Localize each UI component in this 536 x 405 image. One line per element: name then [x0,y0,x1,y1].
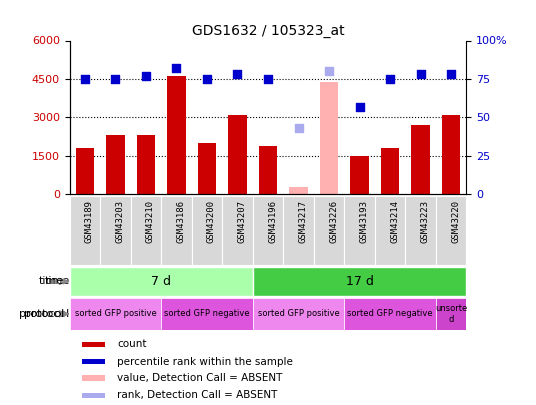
Text: rank, Detection Call = ABSENT: rank, Detection Call = ABSENT [117,390,278,401]
Text: GSM43207: GSM43207 [237,200,247,243]
Text: sorted GFP negative: sorted GFP negative [164,309,250,318]
Bar [81,375,106,381]
Text: sorted GFP positive: sorted GFP positive [258,309,339,318]
Bar [253,298,344,330]
Point [386,76,394,82]
Point [233,71,242,78]
Point [294,125,303,132]
Bar [436,298,466,330]
Point [142,72,150,79]
Bar [222,196,253,265]
Text: 17 d: 17 d [346,275,374,288]
Bar [106,135,124,194]
Text: count: count [117,339,147,350]
Bar [253,267,466,296]
Bar [344,196,375,265]
Point [355,103,364,110]
Point [264,76,272,82]
Bar [81,359,106,364]
Bar [351,156,369,194]
Bar [100,196,131,265]
Bar [192,196,222,265]
Point [80,76,89,82]
Text: GSM43200: GSM43200 [207,200,216,243]
Point [111,76,120,82]
Text: time: time [39,277,64,286]
Point [325,68,333,75]
Bar [320,81,338,194]
Bar [161,196,192,265]
Text: 7 d: 7 d [151,275,171,288]
Bar [70,267,253,296]
Text: GSM43196: GSM43196 [268,200,277,243]
Bar [314,196,344,265]
Text: protocol: protocol [25,309,70,319]
Text: value, Detection Call = ABSENT: value, Detection Call = ABSENT [117,373,282,383]
Bar [131,196,161,265]
Text: GSM43193: GSM43193 [360,200,369,243]
Text: GSM43203: GSM43203 [115,200,124,243]
Bar [289,187,308,194]
Text: GSM43210: GSM43210 [146,200,155,243]
Text: time: time [44,277,70,286]
Bar [253,196,283,265]
Text: sorted GFP negative: sorted GFP negative [347,309,433,318]
Bar [228,115,247,194]
Text: GSM43214: GSM43214 [390,200,399,243]
Point [172,65,181,71]
Point [203,76,211,82]
Text: GSM43189: GSM43189 [85,200,94,243]
Bar [137,135,155,194]
Bar [161,298,253,330]
Bar [81,393,106,398]
Bar [405,196,436,265]
Text: percentile rank within the sample: percentile rank within the sample [117,357,293,367]
Bar [81,342,106,347]
Bar [70,196,100,265]
Bar [259,146,277,194]
Bar [375,196,405,265]
Bar [70,298,161,330]
Bar [167,77,185,194]
Bar [436,196,466,265]
Text: GSM43223: GSM43223 [421,200,429,243]
Text: GSM43226: GSM43226 [329,200,338,243]
Text: sorted GFP positive: sorted GFP positive [75,309,157,318]
Title: GDS1632 / 105323_at: GDS1632 / 105323_at [192,24,344,38]
Bar [381,148,399,194]
Text: GSM43220: GSM43220 [451,200,460,243]
Text: unsorte
d: unsorte d [435,304,467,324]
Bar [76,148,94,194]
Bar [442,115,460,194]
Text: protocol: protocol [19,309,64,319]
Text: GSM43217: GSM43217 [299,200,308,243]
Bar [198,143,216,194]
Bar [344,298,436,330]
Point [416,71,425,78]
Bar [283,196,314,265]
Point [447,71,456,78]
Text: GSM43186: GSM43186 [176,200,185,243]
Bar [412,125,430,194]
